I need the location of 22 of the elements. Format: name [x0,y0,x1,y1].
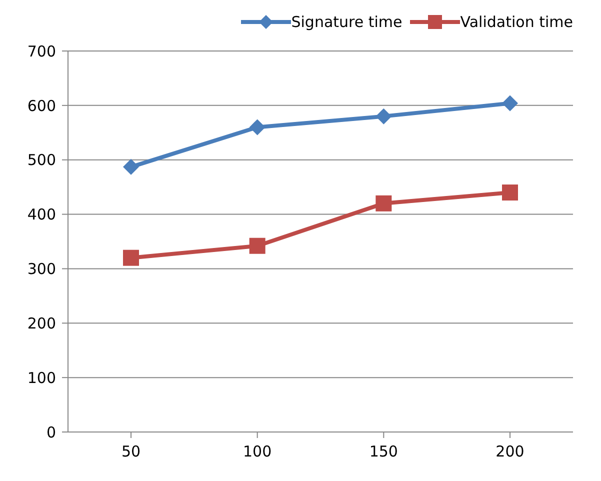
x-tick-label: 150 [369,442,398,461]
y-tick-label: 100 [27,368,56,387]
point [249,238,266,254]
y-tick-label: 400 [27,206,56,224]
point [502,184,518,201]
point [376,108,392,124]
y-tick-label: 200 [27,314,56,332]
x-tick-label: 100 [243,442,272,461]
legend-label: Validation time [460,13,573,31]
point [123,158,139,175]
point [502,95,518,112]
point [249,119,266,136]
x-tick-label: 200 [496,442,524,461]
y-tick-label: 300 [27,260,56,278]
point [376,195,392,212]
point [123,250,139,266]
y-tick-label: 500 [27,151,56,170]
y-tick-label: 600 [27,96,56,115]
y-tick-label: 700 [27,42,56,60]
x-tick-label: 50 [121,442,141,461]
y-tick-label: 0 [46,423,56,442]
legend-label: Signature time [291,13,402,31]
